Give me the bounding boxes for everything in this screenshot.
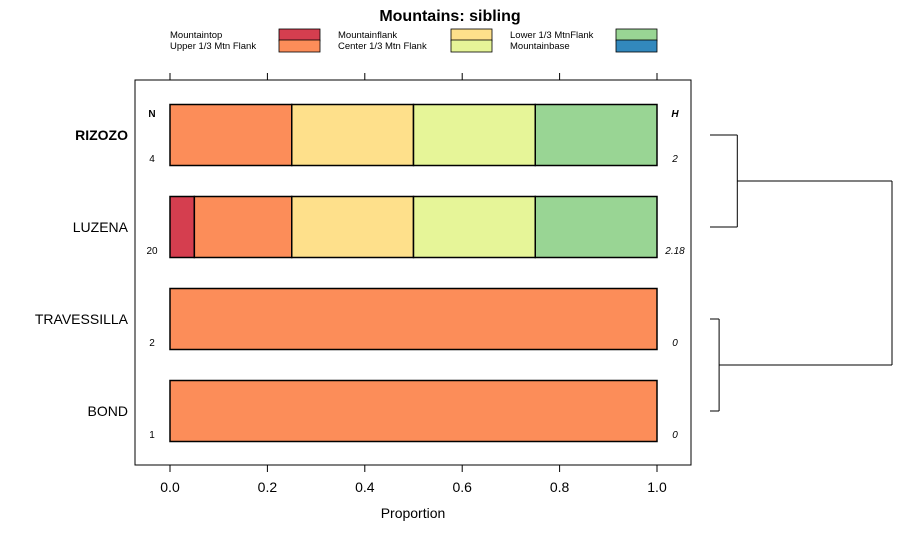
x-tick-label: 0.2 [258, 479, 278, 495]
bar-segment [169, 287, 658, 351]
legend-swatch [615, 39, 658, 53]
legend-label: Mountainflank [338, 30, 397, 41]
h-value: 2 [671, 154, 678, 165]
dendrogram [710, 134, 893, 412]
x-tick-label: 0.4 [355, 479, 375, 495]
h-value: 0 [672, 338, 678, 349]
h-value: 0 [672, 430, 678, 441]
category-label: RIZOZO [75, 127, 128, 143]
bars [169, 103, 658, 443]
bar-segment [291, 195, 415, 259]
h-header: H [671, 109, 679, 120]
legend-label: Center 1/3 Mtn Flank [338, 41, 427, 52]
x-tick-label: 0.8 [550, 479, 570, 495]
n-value: 2 [149, 338, 155, 349]
x-tick-label: 0.6 [452, 479, 472, 495]
legend-label: Lower 1/3 MtnFlank [510, 30, 594, 41]
legend-swatch [615, 28, 658, 42]
n-header: N [148, 109, 155, 120]
legend-label: Upper 1/3 Mtn Flank [170, 41, 256, 52]
plot-frame [134, 79, 692, 466]
bar-segment [169, 195, 196, 259]
n-value: 20 [146, 246, 158, 257]
n-value: 4 [149, 154, 155, 165]
x-axis-label: Proportion [381, 505, 446, 521]
legend-swatch [278, 39, 321, 53]
bar-segment [412, 103, 536, 167]
h-value: 2.18 [664, 246, 685, 257]
x-tick-label: 1.0 [647, 479, 667, 495]
category-label: BOND [88, 403, 128, 419]
n-value: 1 [149, 430, 155, 441]
category-label: TRAVESSILLA [35, 311, 129, 327]
bar-segment [193, 195, 293, 259]
x-tick-label: 0.0 [160, 479, 180, 495]
chart-title: Mountains: sibling [379, 8, 520, 25]
bar-segment [169, 103, 293, 167]
legend-swatch [278, 28, 321, 42]
category-label: LUZENA [73, 219, 129, 235]
axes: 0.0 0.2 0.4 0.6 0.8 1.0 [160, 73, 667, 495]
bar-segment [291, 103, 415, 167]
legend-label: Mountainbase [510, 41, 570, 52]
legend-label: Mountaintop [170, 30, 222, 41]
bar-segment [169, 379, 658, 443]
bar-segment [534, 103, 658, 167]
legend-swatch [450, 39, 493, 53]
bar-segment [412, 195, 536, 259]
legend-swatch [450, 28, 493, 42]
bar-segment [534, 195, 658, 259]
